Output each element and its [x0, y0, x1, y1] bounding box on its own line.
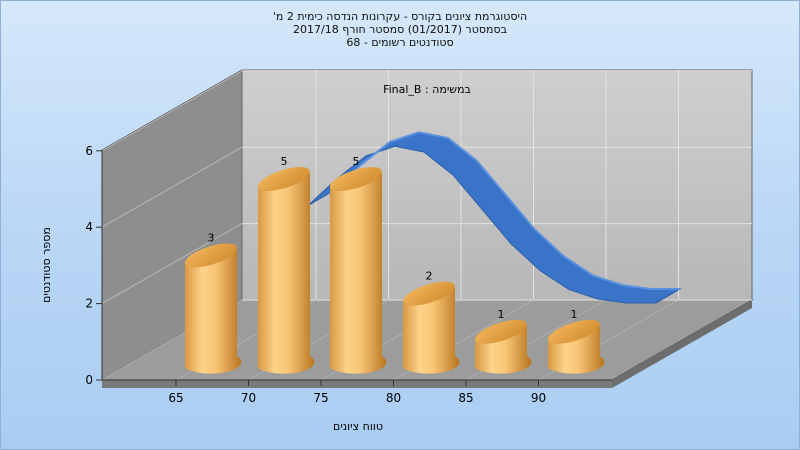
bars-layer: 3 5 5 2 1 1 — [185, 155, 605, 374]
x-tick-label: 90 — [531, 391, 546, 405]
bar-body — [185, 249, 242, 374]
bar-top — [475, 319, 527, 344]
y-tick-label: 4 — [85, 220, 93, 234]
title-line-1: היסטוגרמת ציונים בקורס - עקרונות הנדסה כ… — [272, 10, 528, 23]
grid-line-side — [101, 223, 243, 305]
grid-line-side — [101, 146, 243, 228]
y-tick-label: 0 — [85, 373, 93, 387]
x-tick-label: 65 — [168, 391, 183, 405]
floor-edge — [102, 380, 612, 388]
bar-top — [258, 167, 310, 191]
bar-value-label: 3 — [208, 231, 215, 244]
bar: 3 — [185, 231, 242, 374]
title-line-3: סטודנטים רשומים - 68 — [346, 36, 454, 49]
bar-value-label: 5 — [281, 155, 288, 168]
floor-side — [612, 300, 752, 388]
chart-title: היסטוגרמת ציונים בקורס - עקרונות הנדסה כ… — [0, 10, 800, 49]
x-tick-label: 85 — [458, 391, 473, 405]
annotation: Final_B : במשימה — [383, 83, 471, 96]
x-tick-label: 75 — [313, 391, 328, 405]
bar-body — [258, 173, 315, 374]
bar-body — [330, 173, 387, 374]
bar-value-label: 1 — [571, 308, 578, 321]
title-line-2: בסמסטר (01/2017) סמסטר חורף 2017/18 — [293, 23, 507, 36]
axes: 0 2 4 6 65 70 75 80 85 90 — [85, 144, 612, 405]
bar-top — [403, 281, 455, 306]
x-tick-label: 70 — [241, 391, 256, 405]
bar-top — [185, 243, 237, 268]
curve-layer — [307, 131, 682, 304]
bar-value-label: 2 — [426, 270, 433, 283]
bar-value-label: 1 — [498, 308, 505, 321]
x-tick-label: 80 — [386, 391, 401, 405]
bar-top — [548, 319, 600, 344]
bar: 2 — [403, 270, 460, 374]
y-tick-label: 6 — [85, 144, 93, 158]
curve-highlight — [331, 131, 680, 290]
bar: 5 — [330, 155, 387, 374]
y-tick-label: 2 — [85, 297, 93, 311]
bar: 5 — [258, 155, 315, 374]
y-axis-label: מספר סטודנטים — [40, 227, 53, 303]
bar-top — [330, 167, 382, 191]
bar-value-label: 5 — [353, 155, 360, 168]
bar: 1 — [548, 308, 605, 374]
x-axis-label: טווח ציונים — [333, 420, 383, 433]
grid-line-side — [101, 70, 243, 152]
bar-body — [403, 287, 460, 374]
bar: 1 — [475, 308, 532, 374]
